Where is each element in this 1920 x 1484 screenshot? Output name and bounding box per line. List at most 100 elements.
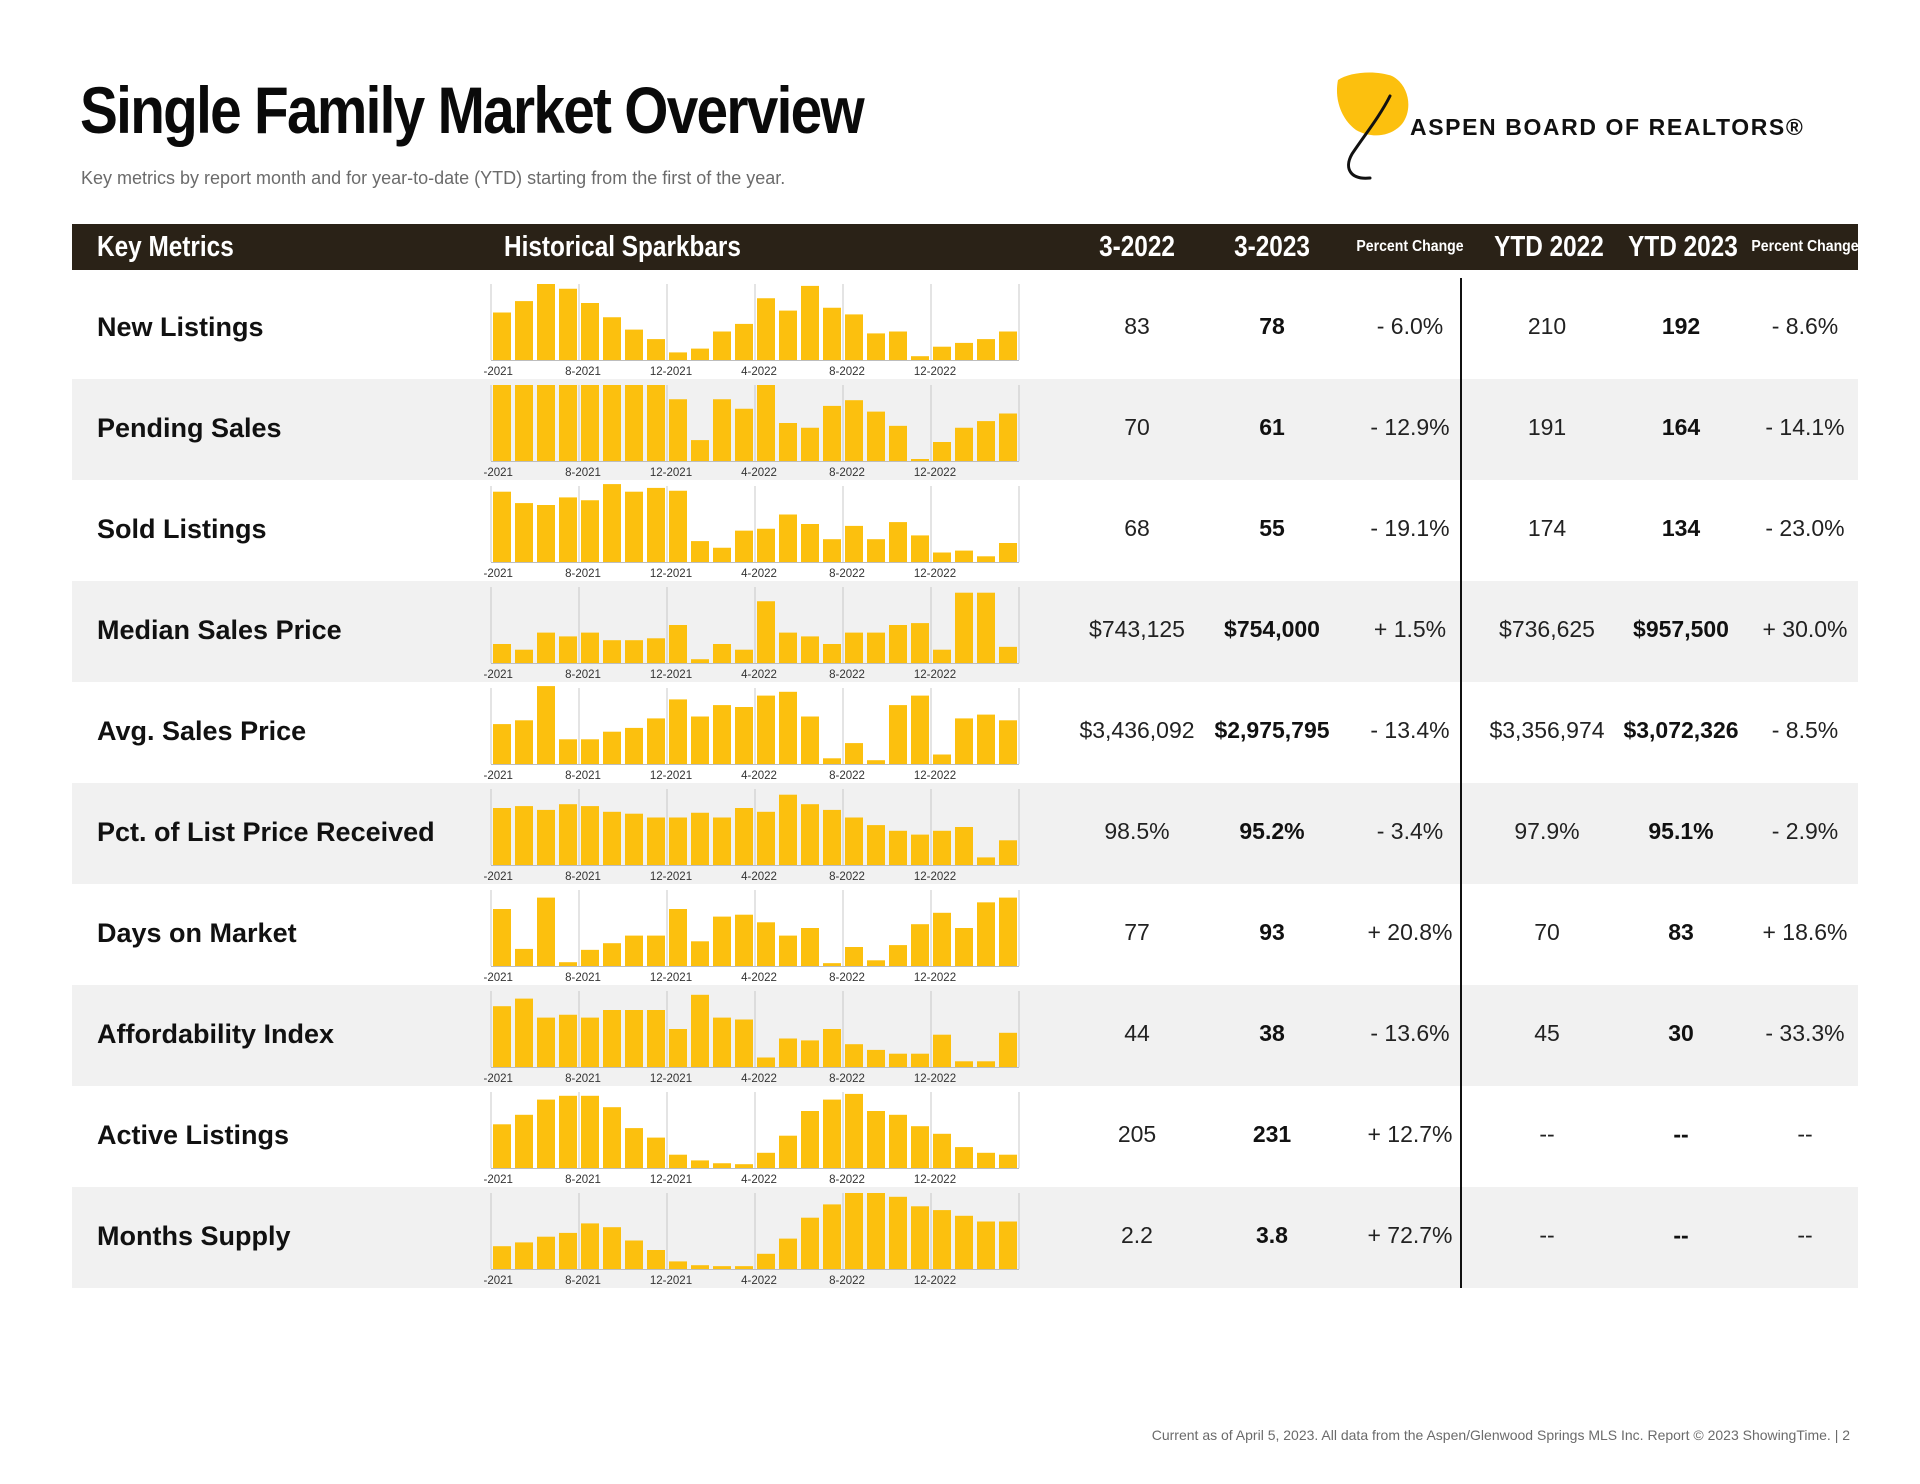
sparkbar (625, 727, 643, 764)
sparkbar-axis-label: 12-2022 (914, 1275, 956, 1287)
sparkbar (845, 400, 863, 461)
sparkbar-axis-label: 12-2021 (650, 871, 692, 883)
metric-label: Median Sales Price (97, 615, 342, 645)
sparkbar (713, 916, 731, 966)
sparkbar (845, 314, 863, 360)
value-ytd-pct-change: + 30.0% (1762, 616, 1848, 642)
sparkbar (933, 1133, 951, 1168)
sparkbar (713, 1266, 731, 1269)
sparkbar-axis-label: 4-2022 (741, 1073, 777, 1085)
sparkbar (823, 307, 841, 360)
value-3-2023: 78 (1259, 313, 1285, 339)
sparkbar (845, 743, 863, 764)
sparkbar (955, 1215, 973, 1269)
sparkbar (889, 830, 907, 865)
sparkbar (603, 640, 621, 663)
sparkbar (603, 385, 621, 461)
header-pct-change: Percent Change (1356, 238, 1464, 255)
sparkbar (713, 705, 731, 764)
sparkbar (867, 825, 885, 865)
sparkbar (691, 541, 709, 562)
sparkbar (735, 408, 753, 461)
sparkbar-axis-label: 4-2021 (484, 871, 513, 883)
sparkbar-axis-label: 12-2022 (914, 568, 956, 580)
value-ytd-pct-change: -- (1797, 1222, 1813, 1248)
sparkbar (999, 543, 1017, 562)
value-pct-change: - 6.0% (1376, 313, 1444, 339)
sparkbar (757, 1057, 775, 1067)
sparkbar (867, 1049, 885, 1067)
sparkbar (779, 1038, 797, 1067)
sparkbar-axis-label: 8-2021 (565, 871, 601, 883)
sparkbar-axis-label: 12-2022 (914, 366, 956, 378)
sparkbar (537, 1236, 555, 1269)
sparkbar (581, 1223, 599, 1269)
sparkbar-axis-label: 12-2022 (914, 467, 956, 479)
sparkbar (999, 1221, 1017, 1269)
value-ytd-pct-change: - 14.1% (1765, 414, 1845, 440)
sparkbar (955, 1147, 973, 1168)
sparkbar (977, 902, 995, 966)
sparkbar (911, 1206, 929, 1269)
sparkbar-chart: 4-2021 8-2021 12-2021 4-2022 8-2022 12-2022 (484, 284, 1020, 378)
sparkbar (801, 928, 819, 966)
sparkbar-axis-label: 4-2022 (741, 366, 777, 378)
sparkbar (669, 399, 687, 461)
header-sparkbars: Historical Sparkbars (504, 231, 741, 263)
sparkbar (801, 716, 819, 764)
metric-label: Sold Listings (97, 514, 267, 544)
value-3-2023: 38 (1259, 1020, 1285, 1046)
sparkbar (889, 705, 907, 764)
sparkbar (933, 346, 951, 360)
sparkbar (977, 421, 995, 461)
sparkbar (823, 809, 841, 865)
metric-row: Active Listings 4-20218-202112-20214-202… (72, 1086, 1858, 1187)
sparkbar (515, 649, 533, 663)
sparkbar (625, 640, 643, 663)
value-ytd-pct-change: - 23.0% (1765, 515, 1845, 541)
sparkbar (691, 440, 709, 461)
sparkbar (735, 530, 753, 562)
sparkbar (647, 385, 665, 461)
value-ytd-2022: -- (1539, 1222, 1555, 1248)
sparkbar (559, 739, 577, 764)
value-3-2022: $3,436,092 (1079, 717, 1195, 743)
header-key-metrics: Key Metrics (97, 231, 234, 263)
sparkbar-chart: 4-2021 8-2021 12-2021 4-2022 8-2022 12-2022 (484, 686, 1020, 782)
sparkbar (735, 1266, 753, 1269)
value-pct-change: - 3.4% (1376, 818, 1444, 844)
sparkbar (581, 739, 599, 764)
value-3-2022: 44 (1124, 1020, 1150, 1046)
sparkbar (779, 310, 797, 360)
value-ytd-2022: $736,625 (1499, 616, 1595, 642)
sparkbar (933, 552, 951, 562)
sparkbar (603, 811, 621, 865)
value-3-2023: $2,975,795 (1214, 717, 1330, 743)
sparkbar (493, 1006, 511, 1067)
sparkbar (691, 659, 709, 663)
sparkbar (779, 1238, 797, 1269)
sparkbar (889, 1196, 907, 1269)
sparkbar (735, 914, 753, 966)
sparkbar (493, 909, 511, 966)
value-ytd-2023: 30 (1668, 1020, 1694, 1046)
sparkbar (955, 718, 973, 764)
sparkbar (779, 935, 797, 966)
sparkbar (757, 528, 775, 562)
value-3-2023: $754,000 (1224, 616, 1320, 642)
sparkbar (647, 817, 665, 865)
aspen-leaf-icon (1336, 72, 1409, 180)
sparkbar (955, 827, 973, 865)
sparkbar (669, 1154, 687, 1168)
sparkbar (537, 686, 555, 764)
sparkbar (625, 329, 643, 360)
sparkbar (735, 707, 753, 764)
sparkbar (823, 1099, 841, 1168)
sparkbar-chart: 4-2021 8-2021 12-2021 4-2022 8-2022 12-2022 (484, 890, 1020, 984)
sparkbar-axis-label: 8-2021 (565, 1073, 601, 1085)
sparkbar (647, 487, 665, 562)
sparkbar (977, 1221, 995, 1269)
sparkbar-axis-label: 12-2021 (650, 366, 692, 378)
sparkbar-axis-label: 4-2022 (741, 669, 777, 681)
sparkbar (845, 525, 863, 562)
